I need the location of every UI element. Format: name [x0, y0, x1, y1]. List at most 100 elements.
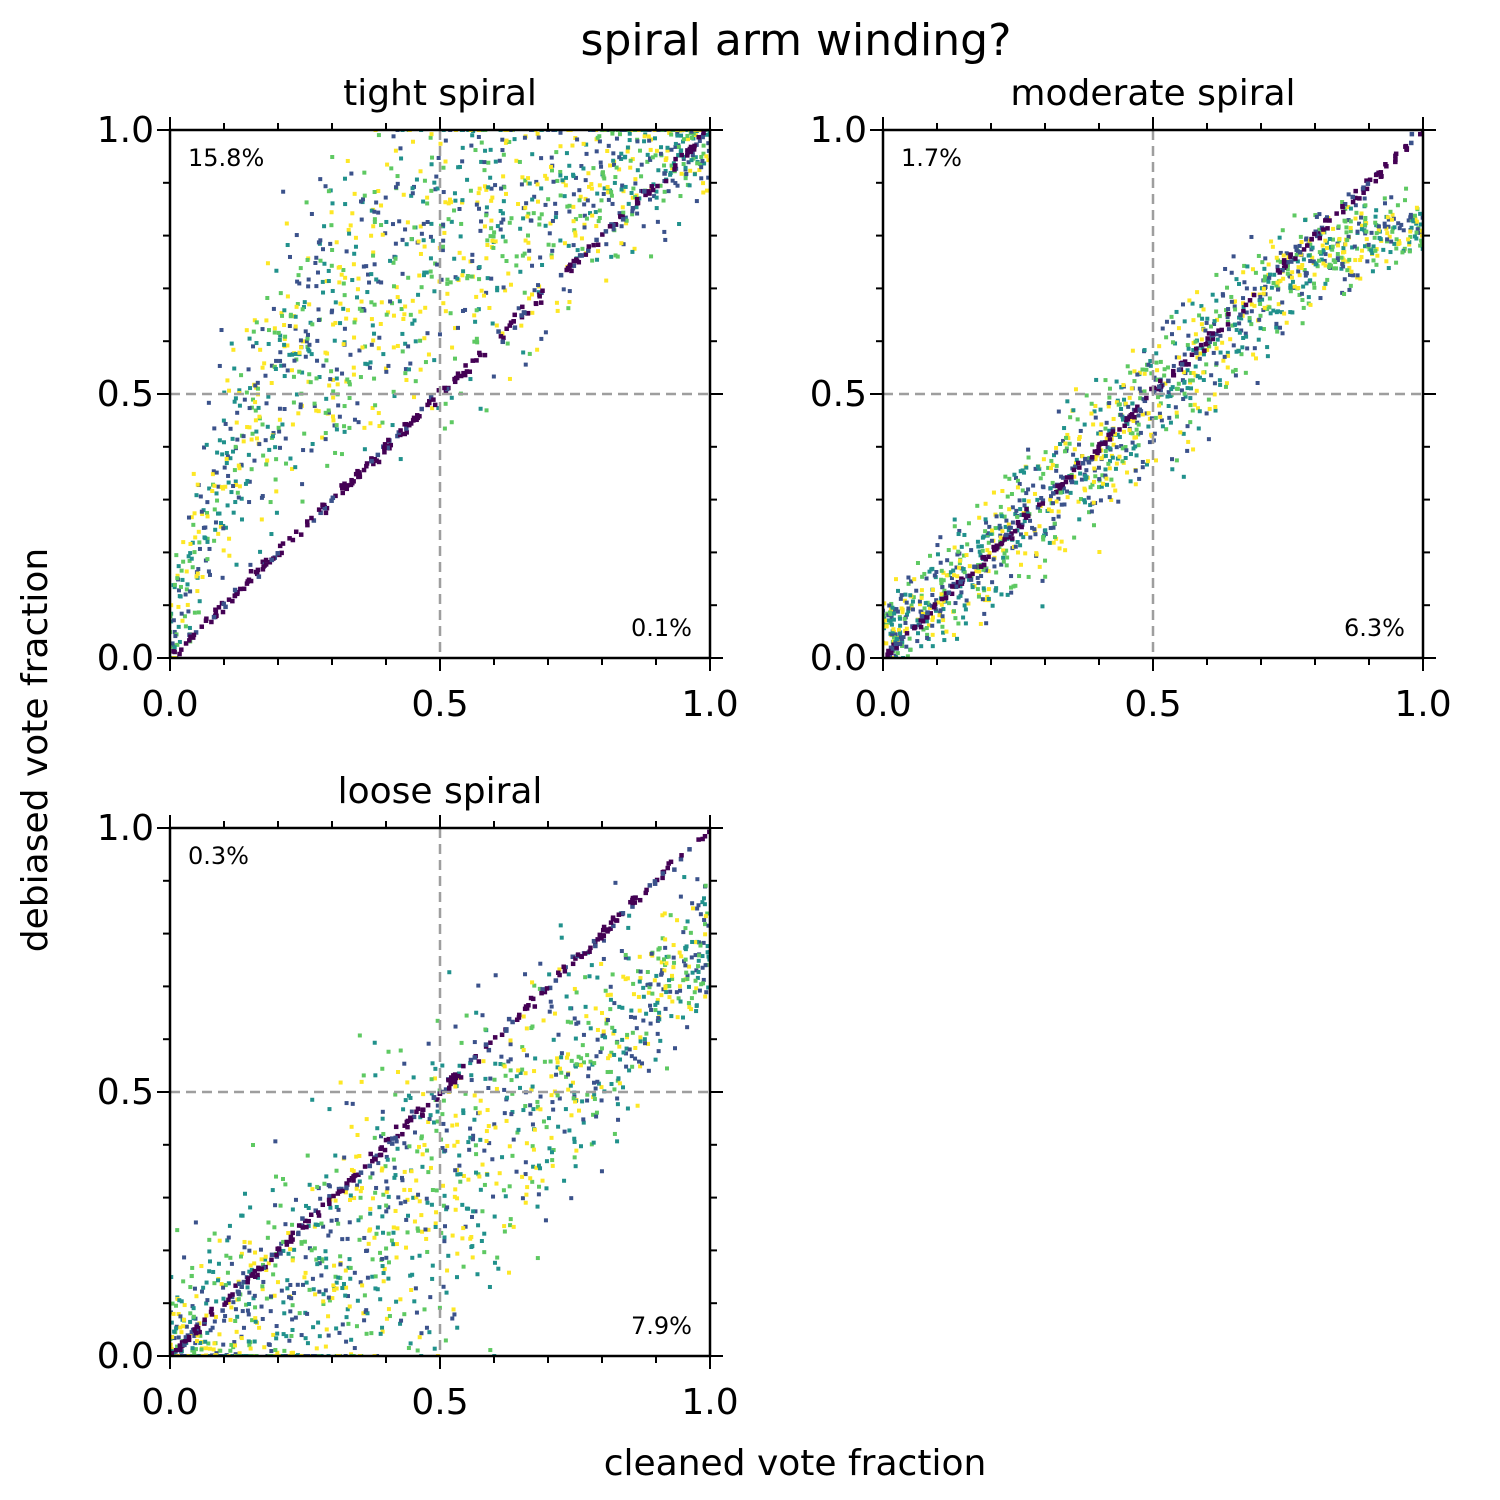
data-point	[673, 144, 678, 149]
data-point	[260, 1262, 265, 1267]
data-point	[703, 932, 708, 937]
data-point	[673, 181, 678, 186]
data-point	[421, 221, 426, 226]
data-point	[1266, 279, 1271, 284]
data-point	[448, 197, 453, 202]
data-point	[498, 1062, 503, 1067]
data-point	[391, 345, 396, 350]
data-point	[459, 221, 464, 226]
data-point	[425, 1200, 430, 1205]
data-point	[602, 176, 607, 181]
data-point	[469, 274, 474, 279]
data-point	[1169, 332, 1174, 337]
data-point	[536, 135, 541, 140]
data-point	[701, 181, 706, 186]
data-point	[1040, 578, 1045, 583]
data-point	[555, 178, 560, 183]
data-point	[418, 251, 423, 256]
data-point	[181, 540, 186, 545]
data-point	[1075, 417, 1080, 422]
data-point	[907, 636, 912, 641]
data-point	[281, 1177, 286, 1182]
data-point	[887, 610, 892, 615]
data-point	[639, 162, 644, 167]
diagonal-point	[688, 145, 694, 151]
data-point	[195, 482, 200, 487]
data-point	[199, 1289, 204, 1294]
data-point	[359, 1079, 364, 1084]
data-point	[1257, 317, 1262, 322]
data-point	[1257, 298, 1262, 303]
data-point	[398, 457, 403, 462]
data-point	[607, 1053, 612, 1058]
data-point	[472, 313, 477, 318]
diagonal-point	[586, 248, 591, 253]
data-point	[318, 177, 323, 182]
data-point	[706, 985, 710, 990]
diagonal-point	[925, 610, 930, 615]
data-point	[435, 1119, 440, 1124]
data-point	[347, 382, 352, 387]
data-point	[1106, 461, 1111, 466]
data-point	[1188, 396, 1193, 401]
data-point	[245, 478, 250, 483]
data-point	[998, 504, 1003, 509]
data-point	[358, 1280, 363, 1285]
data-point	[1048, 466, 1053, 471]
diagonal-point	[981, 562, 987, 568]
data-point	[1080, 454, 1085, 459]
data-point	[578, 194, 583, 199]
data-point	[1127, 428, 1132, 433]
data-point	[678, 988, 683, 993]
data-point	[307, 372, 312, 377]
data-point	[656, 982, 661, 987]
data-point	[1020, 488, 1025, 493]
data-point	[1103, 378, 1108, 383]
data-point	[1018, 543, 1023, 548]
data-point	[537, 1184, 542, 1189]
data-point	[374, 200, 379, 205]
data-point	[211, 469, 216, 474]
diagonal-point	[280, 541, 286, 546]
data-point	[192, 1350, 197, 1355]
data-point	[429, 1156, 434, 1161]
data-point	[355, 287, 360, 292]
diagonal-point	[1166, 378, 1171, 384]
data-point	[285, 243, 290, 248]
data-point	[1410, 217, 1415, 222]
data-point	[221, 1285, 226, 1290]
data-point	[473, 1143, 478, 1148]
data-point	[569, 1113, 574, 1118]
data-point	[957, 565, 962, 570]
data-point	[1002, 514, 1007, 519]
data-point	[441, 190, 446, 195]
diagonal-point	[216, 605, 222, 610]
data-point	[1170, 457, 1175, 462]
data-point	[1317, 250, 1322, 255]
data-point	[597, 139, 602, 144]
data-point	[474, 1010, 479, 1015]
data-point	[170, 644, 174, 649]
data-point	[205, 536, 210, 541]
data-point	[206, 400, 211, 405]
data-point	[336, 1275, 341, 1280]
data-point	[493, 973, 498, 978]
data-point	[350, 211, 355, 216]
data-point	[939, 568, 944, 573]
data-point	[562, 1178, 567, 1183]
data-point	[1049, 458, 1054, 463]
data-point	[940, 614, 945, 619]
data-point	[465, 276, 470, 281]
data-point	[404, 1217, 409, 1222]
data-point	[425, 1249, 430, 1254]
data-point	[1026, 574, 1031, 579]
data-point	[381, 1271, 386, 1276]
data-point	[588, 1026, 593, 1031]
diagonal-point	[386, 437, 391, 443]
data-point	[288, 1247, 293, 1252]
data-point	[689, 135, 694, 140]
data-point	[391, 1225, 396, 1230]
data-point	[226, 1281, 231, 1286]
diagonal-point	[213, 607, 218, 613]
data-point	[1048, 526, 1053, 531]
